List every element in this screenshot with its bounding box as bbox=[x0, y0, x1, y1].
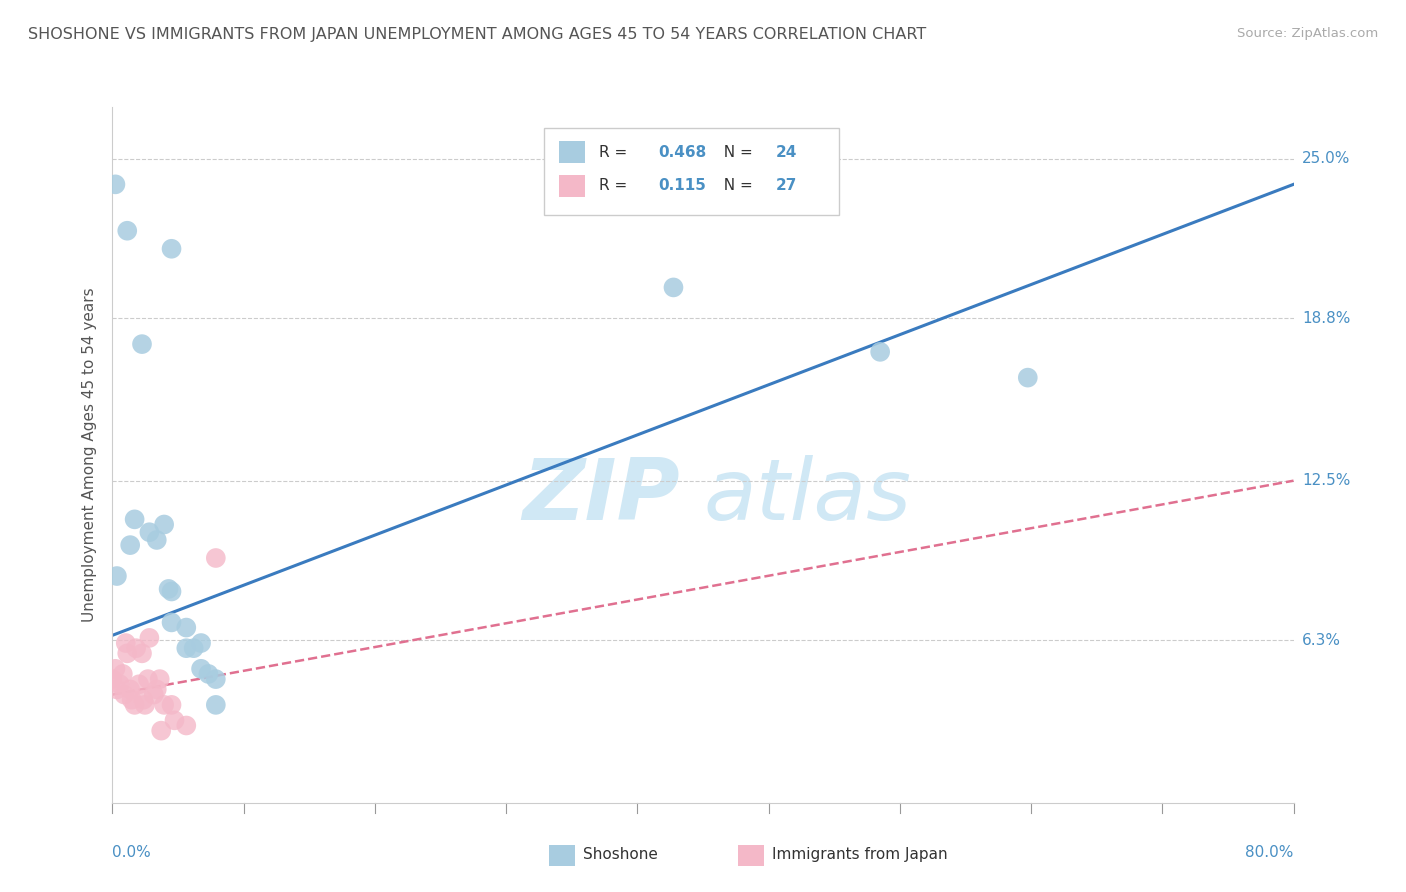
Text: 24: 24 bbox=[776, 145, 797, 160]
Point bbox=[136, 672, 159, 686]
Text: Immigrants from Japan: Immigrants from Japan bbox=[772, 847, 948, 863]
Point bbox=[869, 344, 891, 359]
Text: SHOSHONE VS IMMIGRANTS FROM JAPAN UNEMPLOYMENT AMONG AGES 45 TO 54 YEARS CORRELA: SHOSHONE VS IMMIGRANTS FROM JAPAN UNEMPL… bbox=[28, 27, 927, 42]
Text: 6.3%: 6.3% bbox=[1302, 633, 1341, 648]
Text: atlas: atlas bbox=[703, 455, 911, 538]
Point bbox=[120, 538, 142, 552]
Text: R =: R = bbox=[599, 145, 633, 160]
Text: 0.468: 0.468 bbox=[658, 145, 706, 160]
Point bbox=[153, 517, 176, 532]
Text: Shoshone: Shoshone bbox=[582, 847, 658, 863]
Point bbox=[128, 677, 150, 691]
Point bbox=[146, 682, 169, 697]
FancyBboxPatch shape bbox=[544, 128, 839, 215]
FancyBboxPatch shape bbox=[560, 141, 585, 163]
Point bbox=[174, 718, 197, 732]
Y-axis label: Unemployment Among Ages 45 to 54 years: Unemployment Among Ages 45 to 54 years bbox=[82, 287, 97, 623]
Point bbox=[125, 641, 148, 656]
Text: R =: R = bbox=[599, 178, 633, 194]
Point bbox=[138, 631, 160, 645]
Text: 27: 27 bbox=[776, 178, 797, 194]
Point bbox=[104, 662, 127, 676]
Point bbox=[205, 698, 228, 712]
Point bbox=[160, 698, 183, 712]
Point bbox=[146, 533, 169, 547]
Text: 18.8%: 18.8% bbox=[1302, 310, 1350, 326]
Point bbox=[183, 641, 205, 656]
Point bbox=[190, 662, 212, 676]
Point bbox=[108, 677, 131, 691]
Point bbox=[150, 723, 173, 738]
FancyBboxPatch shape bbox=[550, 846, 575, 866]
Point bbox=[117, 224, 138, 238]
Point bbox=[121, 692, 143, 706]
Text: 25.0%: 25.0% bbox=[1302, 151, 1350, 166]
Point bbox=[190, 636, 212, 650]
Point bbox=[163, 714, 186, 728]
Point bbox=[174, 621, 197, 635]
Point bbox=[120, 682, 142, 697]
Point bbox=[105, 569, 128, 583]
Point bbox=[134, 698, 156, 712]
Text: N =: N = bbox=[714, 145, 758, 160]
Point bbox=[205, 551, 228, 566]
Point bbox=[197, 667, 219, 681]
Point bbox=[104, 178, 127, 192]
Point bbox=[142, 688, 165, 702]
Point bbox=[117, 646, 138, 660]
Point bbox=[101, 672, 124, 686]
Point bbox=[174, 641, 197, 656]
Point bbox=[124, 698, 146, 712]
Point bbox=[160, 242, 183, 256]
Point bbox=[153, 698, 176, 712]
Point bbox=[132, 692, 155, 706]
Point bbox=[138, 525, 160, 540]
Point bbox=[124, 512, 146, 526]
Text: ZIP: ZIP bbox=[522, 455, 679, 538]
Point bbox=[114, 636, 136, 650]
Text: N =: N = bbox=[714, 178, 758, 194]
Text: 80.0%: 80.0% bbox=[1246, 845, 1294, 860]
FancyBboxPatch shape bbox=[560, 175, 585, 197]
Text: 12.5%: 12.5% bbox=[1302, 473, 1350, 488]
Point bbox=[1017, 370, 1039, 384]
Point bbox=[662, 280, 685, 294]
Point bbox=[149, 672, 172, 686]
Point bbox=[205, 672, 228, 686]
Point bbox=[160, 615, 183, 630]
Text: 0.0%: 0.0% bbox=[112, 845, 152, 860]
FancyBboxPatch shape bbox=[738, 846, 765, 866]
Point bbox=[131, 646, 153, 660]
Text: 0.115: 0.115 bbox=[658, 178, 706, 194]
Point bbox=[105, 682, 128, 697]
Point bbox=[111, 667, 134, 681]
Point bbox=[160, 584, 183, 599]
Point bbox=[131, 337, 153, 351]
Point bbox=[157, 582, 180, 596]
Point bbox=[112, 688, 135, 702]
Text: Source: ZipAtlas.com: Source: ZipAtlas.com bbox=[1237, 27, 1378, 40]
